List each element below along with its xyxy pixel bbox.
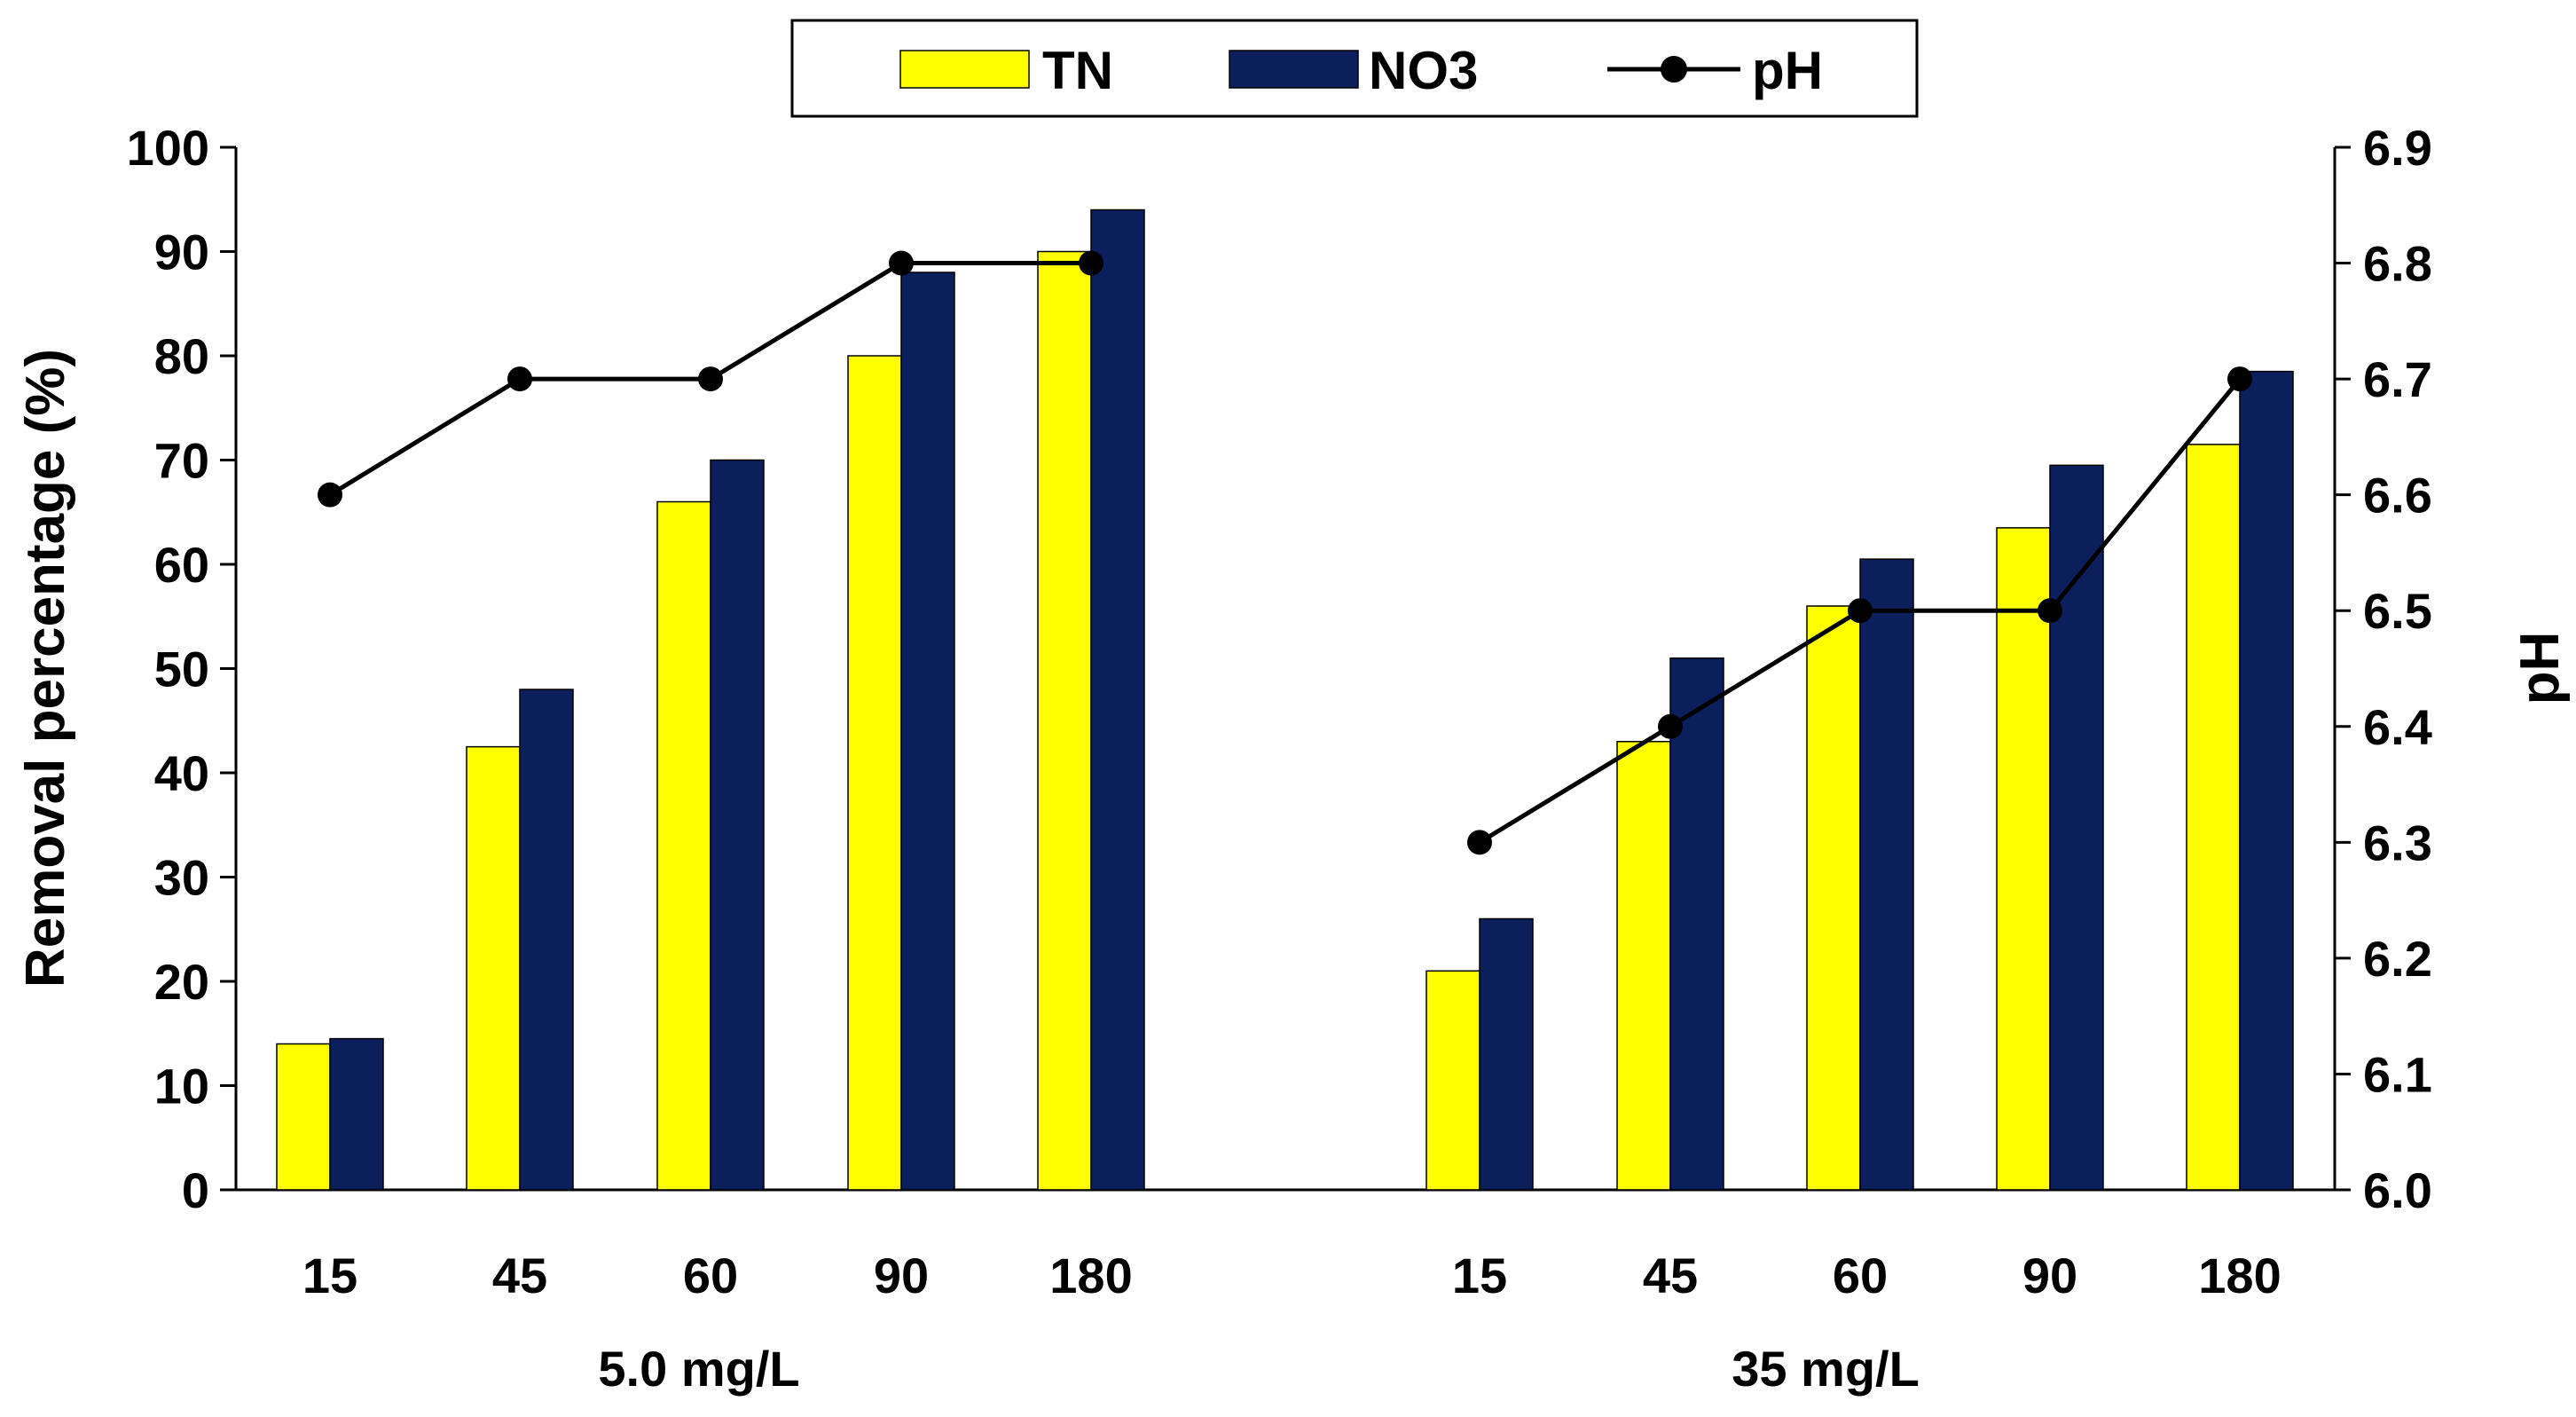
y-right-tick-label: 6.6 (2363, 468, 2432, 524)
bar-tn (466, 745, 521, 1191)
legend-swatch-tn (899, 50, 1030, 89)
y-axis-right-title: pH (2509, 632, 2571, 705)
ph-point (318, 482, 342, 508)
y-right-tick-label: 6.5 (2363, 583, 2432, 639)
y-right-tick-label: 6.7 (2363, 351, 2432, 407)
y-left-tick-label: 30 (154, 850, 209, 906)
legend-marker-ph (1661, 56, 1687, 83)
bar-no3 (329, 1037, 384, 1191)
x-tick-label: 45 (492, 1248, 547, 1303)
y-left-tick-label: 10 (154, 1059, 209, 1114)
x-tick-label: 180 (2198, 1248, 2281, 1303)
legend-label-tn: TN (1042, 41, 1113, 100)
y-right-tick-label: 6.1 (2363, 1046, 2432, 1102)
ph-point (1848, 598, 1873, 624)
x-tick-label: 45 (1643, 1248, 1698, 1303)
bar-tn (1996, 527, 2051, 1191)
ph-point (1079, 250, 1103, 276)
legend: TN NO3 pH (790, 19, 1919, 118)
ph-point (507, 366, 532, 392)
bars (276, 209, 2294, 1191)
x-tick-label: 90 (874, 1248, 929, 1303)
bar-tn (1425, 970, 1480, 1191)
bar-tn (847, 355, 902, 1191)
x-tick-label: 60 (683, 1248, 738, 1303)
bar-no3 (2049, 464, 2104, 1191)
bar-tn (276, 1043, 331, 1191)
ph-lines (318, 250, 2252, 855)
group-label-35mg: 35 mg/L (1732, 1341, 1920, 1397)
legend-label-no3: NO3 (1369, 41, 1478, 100)
ph-point (1658, 713, 1683, 739)
y-left-tick-label: 0 (182, 1162, 209, 1218)
y-right-tick-label: 6.8 (2363, 236, 2432, 292)
x-tick-label: 180 (1049, 1248, 1132, 1303)
bar-tn (1037, 250, 1092, 1191)
bar-tn (1806, 605, 1861, 1191)
bar-no3 (1859, 558, 1914, 1191)
y-right-tick-label: 6.9 (2363, 120, 2432, 176)
group-label-5mg: 5.0 mg/L (598, 1341, 799, 1397)
y-left-tick-label: 100 (127, 120, 209, 176)
y-axis-right-ticks: 6.0 6.1 6.2 6.3 6.4 6.5 6.6 6.7 6.8 6.9 (2335, 120, 2432, 1218)
bar-no3 (1669, 657, 1724, 1191)
bar-no3 (1090, 209, 1145, 1191)
y-axis-left-ticks: 0 10 20 30 40 50 60 70 80 90 100 (127, 120, 236, 1218)
bar-tn (1616, 741, 1671, 1191)
bar-no3 (2239, 370, 2294, 1191)
x-tick-label: 15 (1452, 1248, 1507, 1303)
y-left-tick-label: 20 (154, 954, 209, 1010)
x-tick-labels: 15 45 60 90 180 15 45 60 90 180 (302, 1248, 2281, 1303)
y-right-tick-label: 6.0 (2363, 1162, 2432, 1218)
ph-point (1467, 830, 1492, 855)
legend-label-ph: pH (1752, 41, 1823, 100)
y-left-tick-label: 60 (154, 537, 209, 593)
bar-no3 (710, 459, 765, 1191)
y-left-tick-label: 40 (154, 745, 209, 801)
y-right-tick-label: 6.4 (2363, 699, 2432, 755)
x-tick-label: 60 (1833, 1248, 1888, 1303)
ph-point (698, 366, 723, 392)
y-axis-left-title: Removal percentage (%) (15, 349, 76, 988)
y-left-tick-label: 90 (154, 224, 209, 280)
x-tick-label: 90 (2022, 1248, 2077, 1303)
ph-point (2038, 598, 2062, 624)
bar-tn (2186, 444, 2241, 1191)
ph-point (2227, 366, 2252, 392)
legend-swatch-no3 (1229, 50, 1359, 89)
bar-no3 (519, 689, 574, 1191)
y-right-tick-label: 6.2 (2363, 931, 2432, 987)
x-tick-label: 15 (302, 1248, 357, 1303)
y-right-tick-label: 6.3 (2363, 815, 2432, 870)
bar-no3 (1479, 917, 1534, 1191)
bar-tn (656, 500, 711, 1191)
ph-point (889, 250, 914, 276)
bar-no3 (900, 272, 955, 1191)
y-left-tick-label: 50 (154, 642, 209, 697)
y-left-tick-label: 70 (154, 433, 209, 489)
y-left-tick-label: 80 (154, 328, 209, 384)
